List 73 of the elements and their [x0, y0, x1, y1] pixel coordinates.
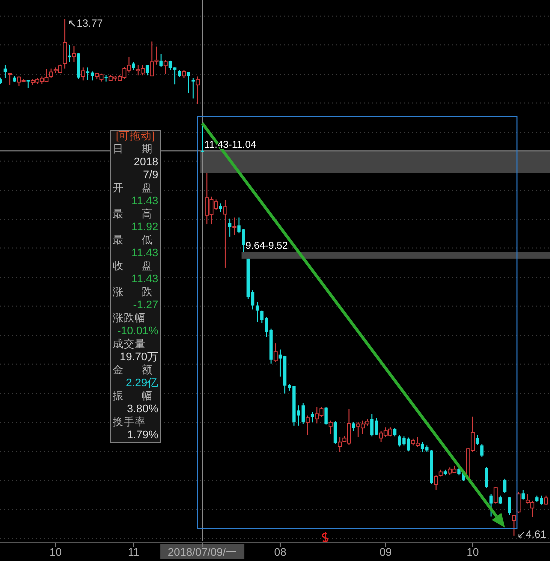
x-tick-label: 08	[274, 547, 287, 559]
annotation: 最高	[113, 208, 153, 220]
x-tick-label: 11	[128, 547, 140, 559]
candlestick	[512, 514, 516, 536]
candlestick	[192, 78, 195, 100]
candlestick	[196, 76, 200, 105]
candlestick	[315, 406, 320, 424]
band-label: 9.64-9.52	[246, 241, 289, 252]
annotation: ↙4.61	[517, 528, 547, 541]
x-tick-label: 10	[466, 547, 480, 559]
candlestick	[420, 442, 424, 453]
candlestick	[228, 218, 232, 238]
candlestick	[187, 72, 190, 94]
annotation: 收盘	[113, 260, 153, 272]
candlestick	[256, 302, 260, 323]
candlestick	[334, 420, 338, 444]
annotation: 11.43	[132, 274, 158, 286]
annotation: 11.92	[132, 222, 158, 234]
candlestick	[310, 412, 314, 424]
candlestick	[476, 435, 480, 446]
x-tick-label: 2018/07/09/一	[168, 547, 238, 559]
candlestick	[140, 64, 145, 76]
candlestick	[324, 406, 328, 426]
candlestick	[205, 172, 210, 226]
annotation: 换手率	[113, 416, 146, 428]
annotation: 最低	[113, 234, 153, 246]
annotation: 成交量	[113, 338, 146, 350]
annotation: [可拖动]	[116, 130, 155, 142]
annotation: 11.43	[132, 248, 158, 260]
annotation: 涨跌幅	[113, 312, 146, 324]
annotation: 开盘	[113, 182, 153, 194]
annotation: 7/9	[143, 170, 158, 182]
candlestick	[223, 200, 228, 268]
candlestick	[160, 54, 163, 68]
annotation: 金额	[113, 364, 153, 376]
candlestick	[490, 494, 493, 518]
candlestick	[164, 60, 168, 75]
candlestick	[274, 343, 278, 363]
annotation: -10.01%	[118, 326, 159, 338]
candlestick	[72, 46, 76, 63]
annotation: 振幅	[113, 390, 153, 402]
candlestick	[86, 67, 90, 81]
candlestick	[150, 41, 154, 77]
candlestick	[200, 123, 204, 152]
annotation: 1.79%	[127, 430, 159, 442]
candlestick	[388, 427, 392, 438]
x-tick-label: 09	[380, 547, 392, 559]
annotation: 3.80%	[127, 404, 159, 416]
candlestick	[485, 466, 488, 488]
annotation: 11.43	[132, 196, 158, 208]
annotation: ↖13.77	[68, 18, 104, 30]
annotation: -1.27	[133, 300, 158, 312]
candlestick	[494, 486, 498, 504]
candlestick	[503, 478, 507, 494]
annotation: 日期	[113, 144, 153, 156]
candlestick	[434, 475, 438, 491]
candlestick	[338, 436, 342, 453]
candlestick	[81, 67, 86, 82]
candlestick	[49, 68, 54, 79]
candlestick	[306, 415, 310, 436]
candlestick	[328, 420, 333, 435]
candlestick	[232, 217, 237, 236]
candlestick	[168, 60, 172, 72]
candlestick	[522, 490, 525, 500]
candlestick	[63, 18, 68, 70]
candlestick	[508, 496, 512, 516]
candlestick	[480, 444, 484, 458]
annotation: 涨跌	[113, 286, 153, 298]
annotation: 19.70万	[120, 352, 158, 364]
annotation: 2.29亿	[126, 378, 158, 390]
candlestick	[416, 436, 420, 448]
x-tick-label: 10	[50, 547, 62, 559]
annotation: 2018	[134, 156, 158, 168]
